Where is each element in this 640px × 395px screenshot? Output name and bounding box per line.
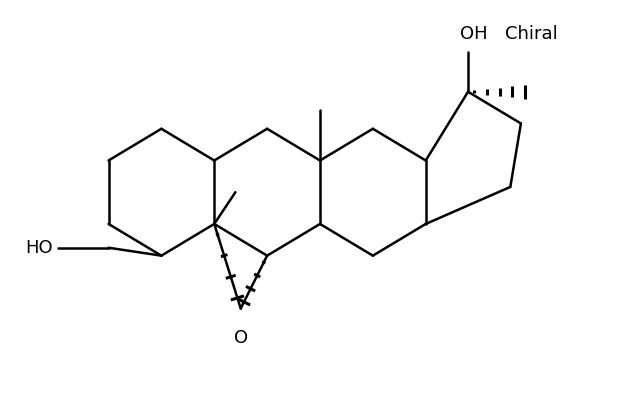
Text: O: O bbox=[234, 329, 248, 346]
Text: Chiral: Chiral bbox=[505, 25, 558, 43]
Text: HO: HO bbox=[26, 239, 53, 257]
Text: OH: OH bbox=[460, 25, 488, 43]
